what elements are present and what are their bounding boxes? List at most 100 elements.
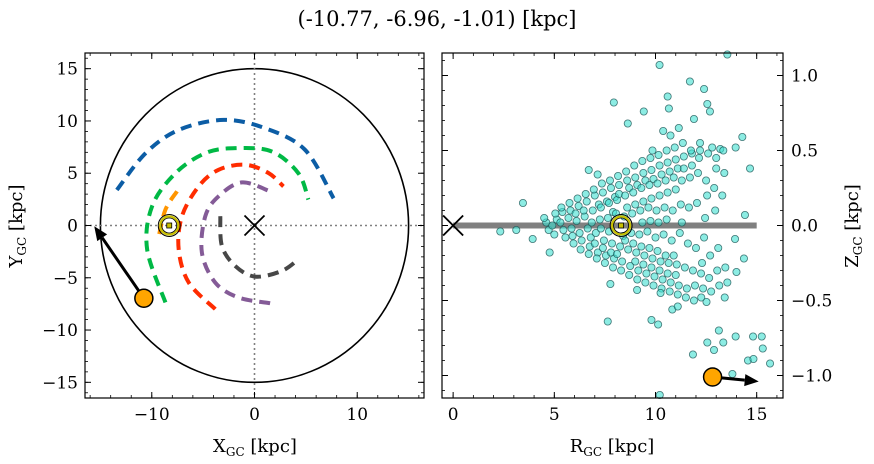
scatter-point xyxy=(631,257,640,266)
scatter-point xyxy=(647,315,656,324)
scatter-point xyxy=(556,218,565,227)
scatter-point xyxy=(709,345,718,354)
scatter-point xyxy=(571,209,580,218)
scatter-point xyxy=(740,210,749,219)
scatter-point xyxy=(669,173,678,182)
scatter-point xyxy=(603,213,612,222)
sun-outer-ring xyxy=(157,214,181,237)
scatter-point xyxy=(588,206,597,215)
scatter-point xyxy=(615,180,624,189)
scatter-point xyxy=(551,209,560,218)
scatter-point xyxy=(540,213,549,222)
scatter-point xyxy=(702,297,711,306)
scatter-point xyxy=(606,279,615,288)
scatter-point xyxy=(679,152,688,161)
scatter-point xyxy=(635,230,644,239)
scatter-point xyxy=(512,225,521,234)
scatter-point xyxy=(711,206,720,215)
scatter-point xyxy=(697,269,706,278)
scatter-point xyxy=(663,269,672,278)
velocity-arrow-head xyxy=(744,374,759,387)
scatter-point xyxy=(654,320,663,329)
scatter-point xyxy=(680,263,689,272)
scatter-point xyxy=(654,150,663,159)
scatter-point xyxy=(738,132,747,141)
scatter-point xyxy=(655,191,664,200)
scatter-point xyxy=(653,179,662,188)
scatter-point xyxy=(645,180,654,189)
scatter-point xyxy=(603,317,612,326)
right-x-axis-label: RGC [kpc] xyxy=(570,436,655,459)
scatter-point xyxy=(577,236,586,245)
scatter-point xyxy=(701,213,710,222)
scatter-point xyxy=(713,266,722,275)
scatter-point xyxy=(696,138,705,147)
scatter-point xyxy=(665,287,674,296)
scatter-point xyxy=(641,278,650,287)
scatter-point xyxy=(673,302,682,311)
scatter-point xyxy=(598,188,607,197)
scatter-point xyxy=(687,161,696,170)
scatter-point xyxy=(606,183,615,192)
scatter-point xyxy=(715,281,724,290)
left-panel: −10 0 10 −15 −10 −5 0 5 10 15 XGC [kpc] YGC [kpc] xyxy=(6,52,425,459)
left-x-tick-label: −10 xyxy=(134,405,170,425)
left-y-tick-label: 5 xyxy=(67,164,78,184)
orbit-arc-6 xyxy=(218,216,300,279)
scatter-point xyxy=(648,254,657,263)
galactic-center-x-marker xyxy=(243,214,266,237)
scatter-point xyxy=(623,203,632,212)
scatter-point xyxy=(669,251,678,260)
sun-ring xyxy=(159,215,180,236)
right-y-tick-label: −1.0 xyxy=(791,367,832,387)
scatter-point xyxy=(592,254,601,263)
scatter-point xyxy=(728,369,737,378)
right-x-tick-label: 5 xyxy=(549,405,560,425)
scatter-point xyxy=(661,251,670,260)
scatter-point xyxy=(652,206,661,215)
scatter-point xyxy=(596,203,605,212)
scatter-point xyxy=(629,188,638,197)
scatter-point xyxy=(712,164,721,173)
scatter-point xyxy=(672,260,681,269)
scatter-point xyxy=(574,201,583,210)
scatter-point xyxy=(667,236,676,245)
left-x-tick-label: 0 xyxy=(249,405,260,425)
x-marker-stroke xyxy=(243,214,266,237)
scatter-point xyxy=(746,164,755,173)
scatter-point xyxy=(705,107,714,116)
scatter-point xyxy=(676,200,685,209)
scatter-point xyxy=(719,146,728,155)
scatter-point xyxy=(698,258,707,267)
scatter-point xyxy=(589,185,598,194)
target-star-marker xyxy=(134,288,154,309)
scatter-point xyxy=(649,281,658,290)
left-y-tick-label: 0 xyxy=(67,217,78,237)
scatter-point xyxy=(637,183,646,192)
scatter-point xyxy=(731,234,740,243)
scatter-point xyxy=(714,243,723,252)
scatter-point xyxy=(631,200,640,209)
sun-ring xyxy=(611,215,632,236)
left-y-tick-label: −15 xyxy=(42,373,78,393)
scatter-point xyxy=(653,246,662,255)
scatter-point xyxy=(710,183,719,192)
scatter-point xyxy=(714,326,723,335)
sun-marker xyxy=(157,214,181,237)
scatter-point xyxy=(723,50,732,59)
scatter-point xyxy=(675,228,684,237)
left-y-tick-label: −10 xyxy=(42,321,78,341)
scatter-point xyxy=(664,258,673,267)
scatter-point xyxy=(731,143,740,152)
scatter-point xyxy=(681,293,690,302)
scatter-point xyxy=(677,176,686,185)
scatter-point xyxy=(655,266,664,275)
scatter-point xyxy=(684,203,693,212)
right-y-axis-label: ZGC [kpc] xyxy=(842,184,865,268)
scatter-point xyxy=(645,243,654,252)
scatter-point xyxy=(686,146,695,155)
scatter-point xyxy=(674,124,683,133)
scatter-point xyxy=(623,176,632,185)
scatter-point xyxy=(528,234,537,243)
scatter-point xyxy=(596,224,605,233)
